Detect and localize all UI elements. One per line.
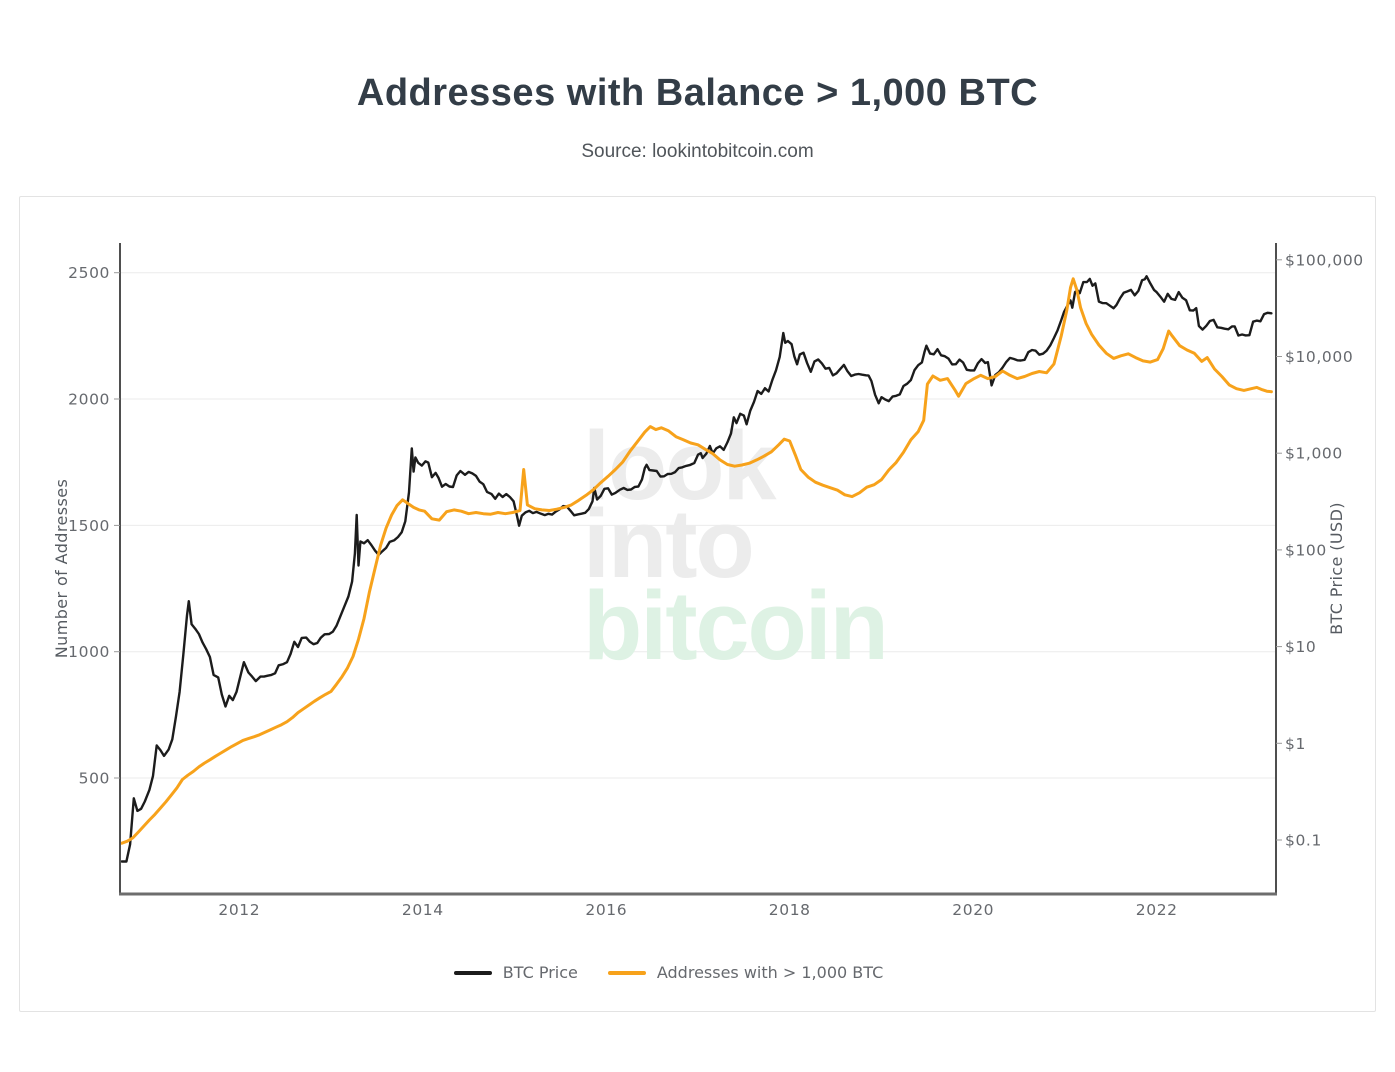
btc-price-line bbox=[120, 275, 1273, 863]
right-axis-tick-label: $1,000 bbox=[1285, 445, 1343, 463]
chart-canvas: lookintobitcoin 2500 2000 1500 1000 500 $100,0… bbox=[52, 243, 1364, 919]
legend-item-addresses[interactable]: Addresses with > 1,000 BTC bbox=[607, 963, 884, 982]
x-axis-tick-label: 2020 bbox=[952, 901, 994, 919]
addresses-line-swatch bbox=[607, 970, 646, 975]
legend-label-btc-price: BTC Price bbox=[502, 963, 578, 982]
x-axis-tick-label: 2014 bbox=[402, 901, 444, 919]
right-axis-tick-label: $10 bbox=[1285, 638, 1316, 656]
right-axis-title: BTC Price (USD) bbox=[1327, 502, 1346, 635]
left-axis-tick-label: 1500 bbox=[68, 517, 110, 535]
watermark-look: look bbox=[583, 411, 777, 520]
x-axis-tick-label: 2016 bbox=[585, 901, 627, 919]
page-title: Addresses with Balance > 1,000 BTC bbox=[356, 72, 1039, 114]
right-axis-tick-label: $100,000 bbox=[1285, 251, 1364, 269]
chart-legend: BTC Price Addresses with > 1,000 BTC bbox=[0, 963, 1346, 982]
left-axis-tick-label: 2500 bbox=[68, 264, 110, 282]
chart-source-subtitle: Source: lookintobitcoin.com bbox=[581, 141, 814, 162]
left-axis-tick-label: 2000 bbox=[68, 391, 110, 409]
left-axis-title: Number of Addresses bbox=[52, 479, 71, 658]
watermark-into: into bbox=[583, 489, 753, 598]
btc-price-line-swatch bbox=[453, 970, 492, 975]
chart-panel: look into bitcoin 2500 2000 1500 1000 500 $100,0… bbox=[19, 196, 1376, 1012]
right-axis-tick-label: $10,000 bbox=[1285, 348, 1353, 366]
left-axis-tick-label: 1000 bbox=[68, 643, 110, 661]
addresses-line bbox=[120, 277, 1273, 845]
right-axis-tick-label: $1 bbox=[1285, 735, 1306, 753]
legend-label-addresses: Addresses with > 1,000 BTC bbox=[656, 963, 884, 982]
x-axis-tick-label: 2012 bbox=[218, 901, 260, 919]
x-axis-tick-label: 2018 bbox=[769, 901, 811, 919]
right-axis-tick-label: $0.1 bbox=[1285, 832, 1322, 850]
legend-item-btc-price[interactable]: BTC Price bbox=[453, 963, 578, 982]
right-axis-tick-label: $100 bbox=[1285, 541, 1327, 559]
left-axis-tick-label: 500 bbox=[79, 770, 110, 788]
x-axis-tick-label: 2022 bbox=[1136, 901, 1178, 919]
watermark-bitcoin: bitcoin bbox=[583, 571, 887, 680]
